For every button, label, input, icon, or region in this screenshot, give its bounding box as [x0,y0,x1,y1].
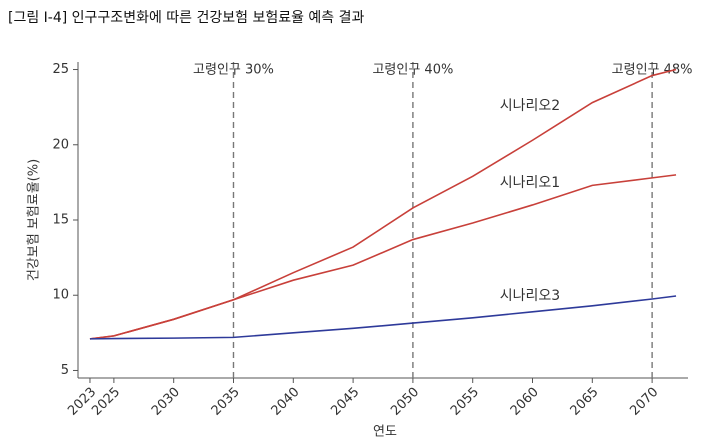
x-tick-label: 2040 [269,385,303,419]
y-axis-label: 건강보험 보험료율(%) [27,159,42,281]
series-line [89,68,677,340]
series-label: 시나리오3 [500,288,560,304]
x-tick-label: 2050 [388,385,422,419]
x-tick-label: 2030 [149,385,183,419]
annotation: 고령인구 30% [193,63,274,78]
x-tick-label: 2070 [627,385,661,419]
series-label: 시나리오1 [500,175,560,191]
annotation: 고령인구 40% [372,63,453,78]
y-tick-label: 20 [52,137,69,152]
series-line [89,295,677,340]
annotation: 고령인구 48% [612,63,693,78]
x-tick-label: 2065 [568,385,602,419]
series-line [89,174,677,340]
y-tick-label: 25 [52,62,69,77]
series-label: 시나리오2 [500,98,560,114]
x-tick-label: 2055 [448,385,482,419]
x-tick-label: 2025 [89,385,123,419]
y-tick-label: 5 [61,363,69,378]
chart-title: [그림 Ⅰ-4] 인구구조변화에 따른 건강보험 보험료율 예측 결과 [8,10,365,26]
x-tick-label: 2035 [209,385,243,419]
x-tick-label: 2045 [328,385,362,419]
y-tick-label: 10 [52,288,69,303]
x-axis-label: 연도 [373,425,397,440]
y-tick-label: 15 [52,213,69,228]
x-tick-label: 2060 [508,385,542,419]
